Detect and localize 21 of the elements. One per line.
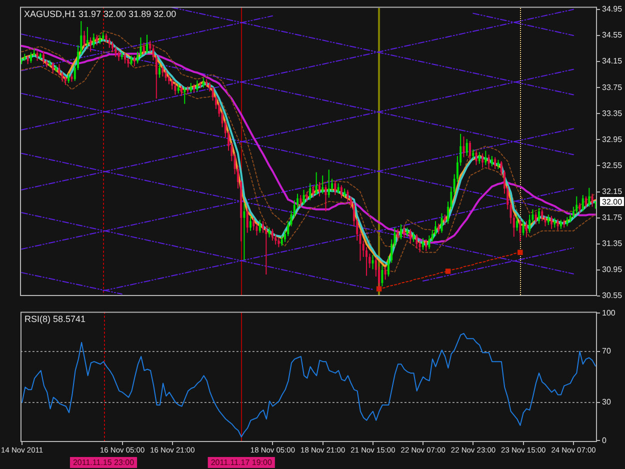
- text: 32.00: [602, 197, 623, 206]
- y-tick-label: 30: [602, 398, 612, 407]
- y-tick-label: 33.75: [602, 82, 623, 92]
- y-tick-label: 34.15: [602, 56, 623, 66]
- y-tick-label: 32.55: [602, 160, 623, 170]
- y-tick-label: 100: [602, 308, 616, 318]
- y-tick-label: 32.15: [602, 186, 623, 196]
- y-tick-label: 30.55: [602, 291, 623, 300]
- chart-title: RSI(8) 58.5741: [24, 314, 86, 324]
- y-tick-label: 31.75: [602, 213, 623, 222]
- x-tick-label: 2011.11.17 19:00: [210, 458, 272, 468]
- y-tick-label: 34.95: [602, 4, 623, 14]
- y-tick-label: 32.95: [602, 134, 623, 144]
- chart-title: XAGUSD,H1 31.97 32.00 31.89 32.00: [24, 8, 176, 19]
- y-tick-label: 70: [602, 346, 612, 356]
- x-tick-label: 2011.11.15 23:00: [72, 458, 135, 468]
- y-tick-label: 31.35: [602, 239, 623, 248]
- y-tick-label: 0: [602, 436, 607, 445]
- y-tick-label: 33.35: [602, 108, 623, 118]
- y-tick-label: 30.95: [602, 265, 623, 274]
- y-tick-label: 34.55: [602, 30, 623, 40]
